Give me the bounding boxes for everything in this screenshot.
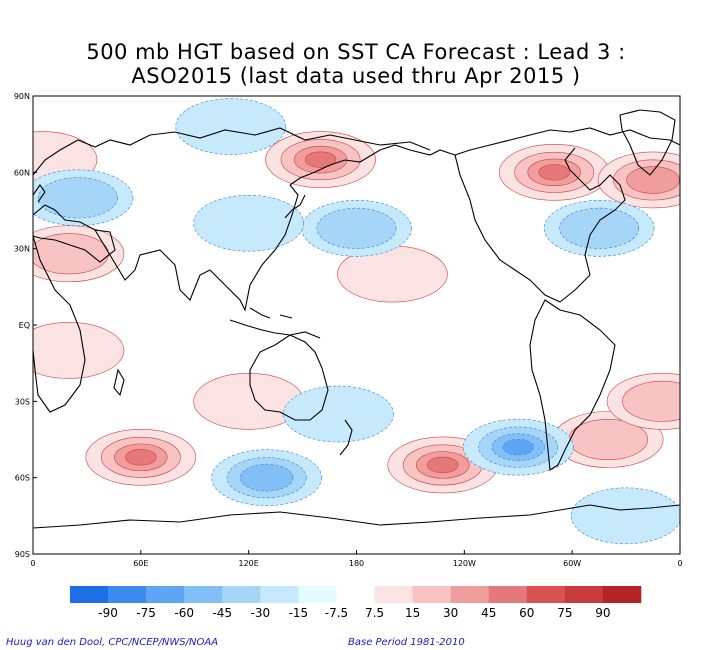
lon-tick-label: 120E — [239, 559, 259, 568]
colorbar-label: -60 — [174, 606, 194, 620]
positive-anomaly-contour — [427, 456, 459, 474]
longitude-labels: 0 60E 120E 180 120W 60W 0 — [30, 550, 683, 568]
colorbar-swatch — [146, 586, 185, 603]
colorbar-swatch — [108, 586, 147, 603]
colorbar-label: -75 — [136, 606, 156, 620]
colorbar-label: -45 — [212, 606, 232, 620]
colorbar-swatch — [412, 586, 451, 603]
colorbar-label: 30 — [443, 606, 458, 620]
negative-anomaly-contour — [239, 463, 294, 492]
colorbar-swatch — [298, 586, 337, 603]
colorbar-label: -15 — [289, 606, 309, 620]
lon-tick-label: 60W — [563, 559, 581, 568]
negative-anomaly-contour — [559, 207, 640, 249]
lat-tick-label: 60N — [14, 168, 30, 177]
lon-tick-label: 0 — [677, 559, 682, 568]
colorbar-swatch — [488, 586, 528, 603]
colorbar-label: 7.5 — [365, 606, 384, 620]
colorbar-swatch — [260, 586, 299, 603]
negative-anomaly-contour — [193, 194, 304, 252]
lon-tick-label: 60E — [133, 559, 148, 568]
colorbar-label: -90 — [98, 606, 118, 620]
credit-author: Huug van den Dool, CPC/NCEP/NWS/NOAA — [6, 637, 219, 648]
map-title-line2: ASO2015 (last data used thru Apr 2015 ) — [131, 64, 581, 88]
negative-anomaly-contour — [502, 438, 534, 456]
colorbar-swatch — [374, 586, 413, 603]
colorbar-label: 75 — [557, 606, 572, 620]
lat-tick-label: EQ — [19, 321, 30, 330]
lon-tick-label: 0 — [30, 559, 35, 568]
positive-anomaly-contour — [626, 166, 680, 194]
colorbar-swatch — [336, 586, 375, 603]
negative-anomaly-contour — [38, 177, 118, 219]
negative-anomaly-contour — [175, 98, 286, 155]
negative-anomaly-contour — [283, 385, 394, 443]
positive-anomaly-contour — [304, 151, 337, 168]
colorbar-swatch — [450, 586, 490, 603]
colorbar-swatch — [222, 586, 261, 603]
colorbar-label: 45 — [481, 606, 496, 620]
positive-anomaly-contour — [33, 233, 109, 275]
anomaly-fields — [33, 98, 680, 545]
lat-tick-label: 90N — [14, 92, 30, 101]
latitude-labels: 90N 60N 30N EQ 30S 60S 90S — [14, 92, 37, 559]
colorbar-swatch — [526, 586, 566, 603]
negative-anomaly-contour — [570, 487, 680, 545]
colorbar-swatch — [70, 586, 109, 603]
colorbar-label: 15 — [405, 606, 420, 620]
lat-tick-label: 60S — [15, 474, 30, 483]
colorbar-label: 90 — [595, 606, 610, 620]
lat-tick-label: 30N — [14, 245, 30, 254]
lat-tick-label: 90S — [15, 550, 30, 559]
coastlines — [33, 109, 680, 529]
positive-anomaly-contour — [125, 449, 157, 466]
credit-base-period: Base Period 1981-2010 — [348, 637, 465, 648]
positive-anomaly-contour — [33, 322, 125, 379]
colorbar-swatch — [564, 586, 604, 603]
positive-anomaly-contour — [622, 380, 680, 422]
lon-tick-label: 120W — [453, 559, 476, 568]
colorbar-label: -7.5 — [325, 606, 348, 620]
lon-tick-label: 180 — [349, 559, 364, 568]
negative-anomaly-contour — [316, 207, 397, 249]
colorbar-label: -30 — [251, 606, 271, 620]
colorbar: -90 -75 -60 -45 -30 -15 -7.5 7.5 15 30 45 60 75 90 — [70, 586, 642, 620]
positive-anomaly-contour — [538, 164, 570, 181]
map-title-line1: 500 mb HGT based on SST CA Forecast : Le… — [86, 40, 626, 64]
colorbar-label: 60 — [519, 606, 534, 620]
lat-tick-label: 30S — [15, 397, 30, 406]
colorbar-swatch — [184, 586, 223, 603]
colorbar-swatch — [602, 586, 642, 603]
